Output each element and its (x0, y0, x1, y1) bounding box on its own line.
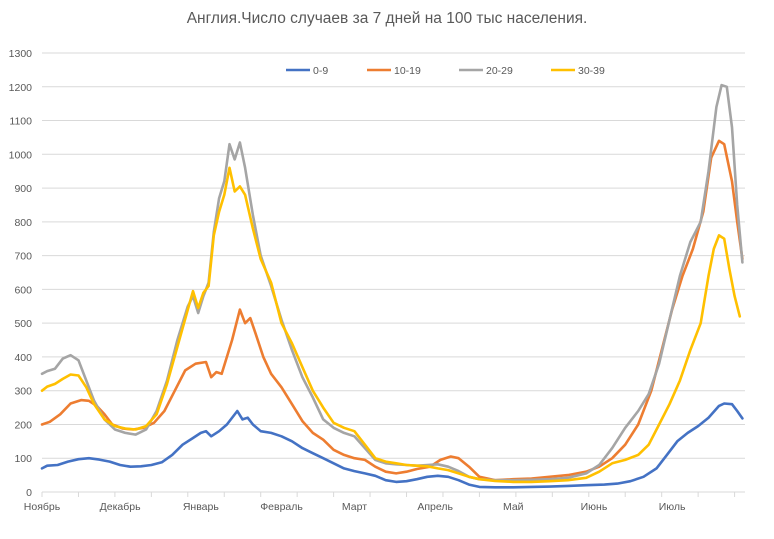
legend-label: 10-19 (394, 65, 421, 77)
series-lines (40, 83, 744, 489)
legend: 0-9 10-19 20-29 30-39 (286, 65, 605, 77)
y-tick-label: 300 (14, 386, 32, 398)
x-tick-label: Март (342, 501, 367, 513)
x-tick-label: Февраль (260, 501, 303, 513)
axes: 0 100 200 300 400 500 600 700 800 900 1000 1100 1200… (9, 48, 745, 513)
y-tick-label: 1100 (9, 116, 32, 128)
y-tick-label: 0 (26, 487, 32, 499)
y-tick-label: 1000 (9, 149, 33, 161)
y-tick-label: 100 (14, 453, 32, 465)
y-tick-label: 700 (14, 251, 32, 263)
x-tick-label: Январь (183, 501, 220, 513)
y-tick-label: 1200 (9, 82, 33, 94)
series-line-0-9 (40, 402, 744, 489)
x-tick-label: Ноябрь (24, 501, 61, 513)
y-tick-label: 1300 (9, 48, 33, 60)
x-tick-label: Апрель (417, 501, 453, 513)
legend-item-30-39: 30-39 (551, 65, 605, 77)
chart-title: Англия.Число случаев за 7 дней на 100 ты… (186, 10, 588, 27)
y-tick-label: 800 (14, 217, 32, 229)
legend-label: 0-9 (313, 65, 328, 77)
series-line-20-29 (40, 83, 744, 482)
x-tick-label: Июль (659, 501, 686, 513)
x-tick-label: Июнь (581, 501, 608, 513)
y-tick-label: 200 (14, 419, 32, 431)
legend-label: 20-29 (486, 65, 513, 77)
gridlines (42, 52, 745, 459)
legend-item-0-9: 0-9 (286, 65, 328, 77)
legend-label: 30-39 (578, 65, 605, 77)
x-tick-label: Декабрь (100, 501, 141, 513)
y-tick-label: 500 (14, 318, 32, 330)
y-tick-label: 600 (14, 284, 32, 296)
legend-item-20-29: 20-29 (459, 65, 513, 77)
y-tick-label: 900 (14, 183, 32, 195)
x-tick-label: Май (503, 501, 524, 513)
series-line-10-19 (40, 139, 744, 482)
legend-item-10-19: 10-19 (367, 65, 421, 77)
y-tick-label: 400 (14, 352, 32, 364)
series-line-30-39 (40, 166, 742, 484)
